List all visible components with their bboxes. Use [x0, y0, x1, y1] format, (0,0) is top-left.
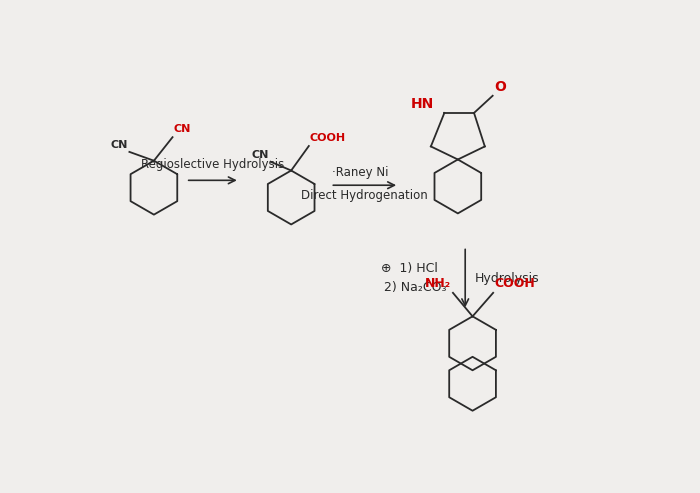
Text: Regioslective Hydrolysis: Regioslective Hydrolysis [141, 158, 284, 172]
Text: ⊕ 1) HCl: ⊕ 1) HCl [382, 262, 438, 275]
Text: CN: CN [252, 150, 269, 160]
Text: Hydrolysis: Hydrolysis [475, 272, 540, 285]
Text: NH₂: NH₂ [426, 277, 452, 290]
Text: 2) Na₂CO₃: 2) Na₂CO₃ [384, 281, 447, 294]
Text: O: O [494, 80, 506, 94]
Text: COOH: COOH [310, 133, 346, 143]
Text: Direct Hydrogenation: Direct Hydrogenation [301, 189, 428, 202]
Text: COOH: COOH [495, 277, 536, 290]
Text: HN: HN [410, 97, 433, 111]
Text: CN: CN [174, 124, 191, 134]
Text: CN: CN [111, 141, 128, 150]
Text: ·Raney Ni: ·Raney Ni [332, 166, 388, 179]
